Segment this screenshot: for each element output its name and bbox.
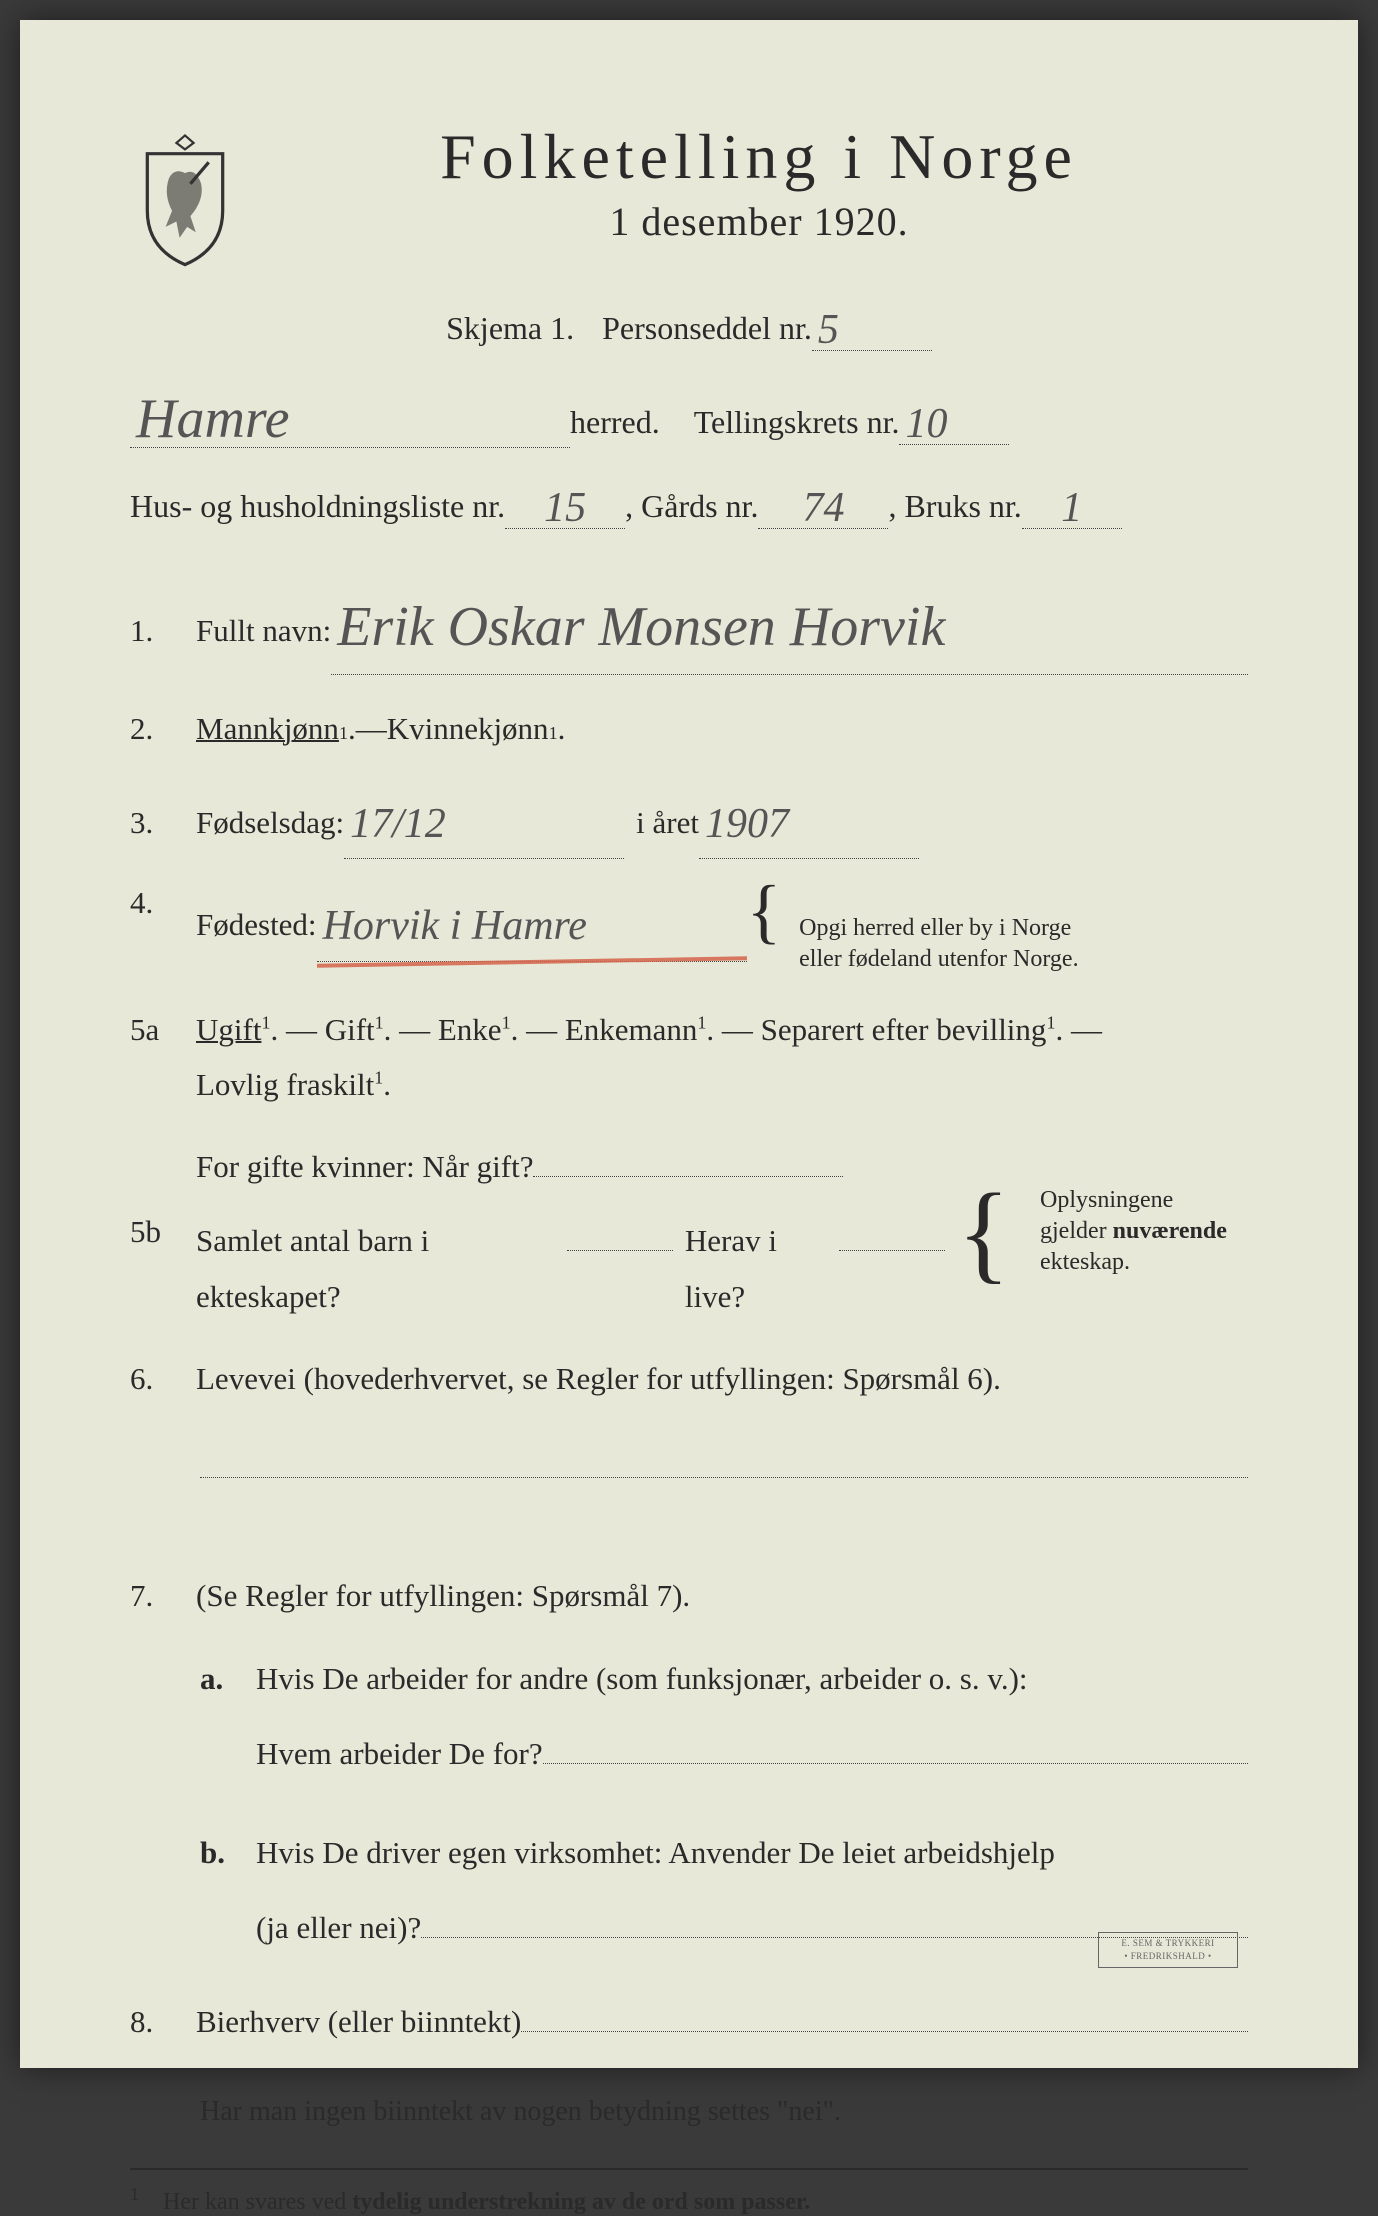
brace-icon: { (957, 1199, 1010, 1265)
q7b-l1: Hvis De driver egen virksomhet: Anvender… (256, 1824, 1248, 1883)
q2-opt2: Kvinnekjønn (387, 701, 549, 757)
q5b-l2a: Samlet antal barn i ekteskapet? (196, 1213, 567, 1325)
q8: 8. Bierhverv (eller biinntekt) (130, 1994, 1248, 2050)
q8-label: Bierhverv (eller biinntekt) (196, 1994, 521, 2050)
title-block: Folketelling i Norge 1 desember 1920. (270, 120, 1248, 245)
q2-num: 2. (130, 711, 184, 747)
q7a-l1: Hvis De arbeider for andre (som funksjon… (256, 1650, 1248, 1709)
brace-icon: { (747, 890, 782, 933)
herred-line: Hamre herred. Tellingskrets nr. 10 (130, 383, 1248, 448)
herred-label: herred. (570, 404, 660, 441)
form-id-line: Skjema 1. Personseddel nr. 5 (130, 302, 1248, 351)
q5b: 5b For gifte kvinner: Når gift? Samlet a… (130, 1139, 1248, 1324)
q2: 2. Mannkjønn1. — Kvinnekjønn1. (130, 701, 1248, 757)
q1-label: Fullt navn: (196, 603, 331, 659)
tellings-nr-value: 10 (905, 401, 947, 447)
q3-mid: i året (636, 795, 699, 851)
person-nr-value: 5 (818, 307, 839, 353)
gards-label: , Gårds nr. (625, 488, 758, 525)
q5b-l2b: Herav i live? (685, 1213, 839, 1325)
bruks-nr-value: 1 (1061, 485, 1082, 531)
coat-of-arms-icon (130, 130, 240, 270)
note-bottom: Har man ingen biinntekt av nogen betydni… (130, 2096, 1248, 2128)
q5a: 5a Ugift1. — Gift1. — Enke1. — Enkemann1… (130, 1002, 1248, 1114)
q7a: a. Hvis De arbeider for andre (som funks… (200, 1650, 1248, 1784)
hus-label: Hus- og husholdningsliste nr. (130, 488, 505, 525)
hus-nr-value: 15 (544, 485, 586, 531)
q8-num: 8. (130, 2004, 184, 2040)
q4-note: Opgi herred eller by i Norge eller fødel… (787, 913, 1078, 975)
skjema-label: Skjema 1. (446, 310, 574, 347)
horizontal-rule (130, 2168, 1248, 2170)
q3-day-value: 17/12 (350, 801, 446, 847)
q6-label: Levevei (hovederhvervet, se Regler for u… (196, 1351, 1001, 1407)
q5a-l2: Lovlig fraskilt (196, 1067, 374, 1102)
q2-opt1: Mannkjønn (196, 701, 339, 757)
footnote: 1 Her kan svares ved tydelig understrekn… (130, 2184, 1248, 2216)
q4: 4. Fødested: Horvik i Hamre { Opgi herre… (130, 885, 1248, 975)
q5b-l1a: For gifte kvinner: Når gift? (196, 1139, 533, 1195)
q4-value: Horvik i Hamre (323, 903, 587, 949)
printer-stamp: E. SEM & TRYKKERI • FREDRIKSHALD • (1098, 1932, 1238, 1968)
q3-year-value: 1907 (705, 801, 789, 847)
q6-num: 6. (130, 1361, 184, 1397)
person-label: Personseddel nr. (602, 310, 812, 347)
q1: 1. Fullt navn: Erik Oskar Monsen Horvik (130, 573, 1248, 675)
q7-num: 7. (130, 1578, 184, 1614)
q5b-num: 5b (130, 1214, 184, 1250)
census-form-page: Folketelling i Norge 1 desember 1920. Sk… (20, 20, 1358, 2068)
q5a-opt5: Separert efter bevilling (761, 1012, 1047, 1047)
bruks-label: , Bruks nr. (888, 488, 1021, 525)
form-header: Folketelling i Norge 1 desember 1920. (130, 120, 1248, 270)
q7-label: (Se Regler for utfyllingen: Spørsmål 7). (196, 1568, 690, 1624)
q5a-opt1: Ugift (196, 1012, 261, 1047)
red-strike-mark (317, 956, 747, 968)
herred-value: Hamre (136, 388, 289, 450)
q6-blank (200, 1440, 1248, 1478)
q3: 3. Fødselsdag: 17/12 i året 1907 (130, 783, 1248, 860)
q5b-note: Oplysningene gjelder nuværende ekteskap. (1028, 1185, 1248, 1279)
hus-line: Hus- og husholdningsliste nr. 15 , Gårds… (130, 480, 1248, 529)
q1-num: 1. (130, 613, 184, 649)
q7b-l2: (ja eller nei)? (256, 1899, 421, 1958)
q7a-l2: Hvem arbeider De for? (256, 1725, 543, 1784)
q3-num: 3. (130, 805, 184, 841)
q5a-opt3: Enke (438, 1012, 502, 1047)
q4-label: Fødested: (196, 897, 317, 953)
q3-label: Fødselsdag: (196, 795, 344, 851)
subtitle: 1 desember 1920. (270, 198, 1248, 245)
q6: 6. Levevei (hovederhvervet, se Regler fo… (130, 1351, 1248, 1407)
q5a-opt4: Enkemann (565, 1012, 698, 1047)
q7b: b. Hvis De driver egen virksomhet: Anven… (200, 1824, 1248, 1958)
q7b-label: b. (200, 1835, 238, 1871)
gards-nr-value: 74 (802, 485, 844, 531)
tellings-label: Tellingskrets nr. (694, 404, 900, 441)
q7a-label: a. (200, 1661, 238, 1697)
q1-value: Erik Oskar Monsen Horvik (337, 596, 945, 658)
q5a-num: 5a (130, 1012, 184, 1048)
q4-num: 4. (130, 885, 184, 921)
q5a-opt2: Gift (325, 1012, 375, 1047)
main-title: Folketelling i Norge (270, 120, 1248, 194)
q7: 7. (Se Regler for utfyllingen: Spørsmål … (130, 1568, 1248, 1624)
